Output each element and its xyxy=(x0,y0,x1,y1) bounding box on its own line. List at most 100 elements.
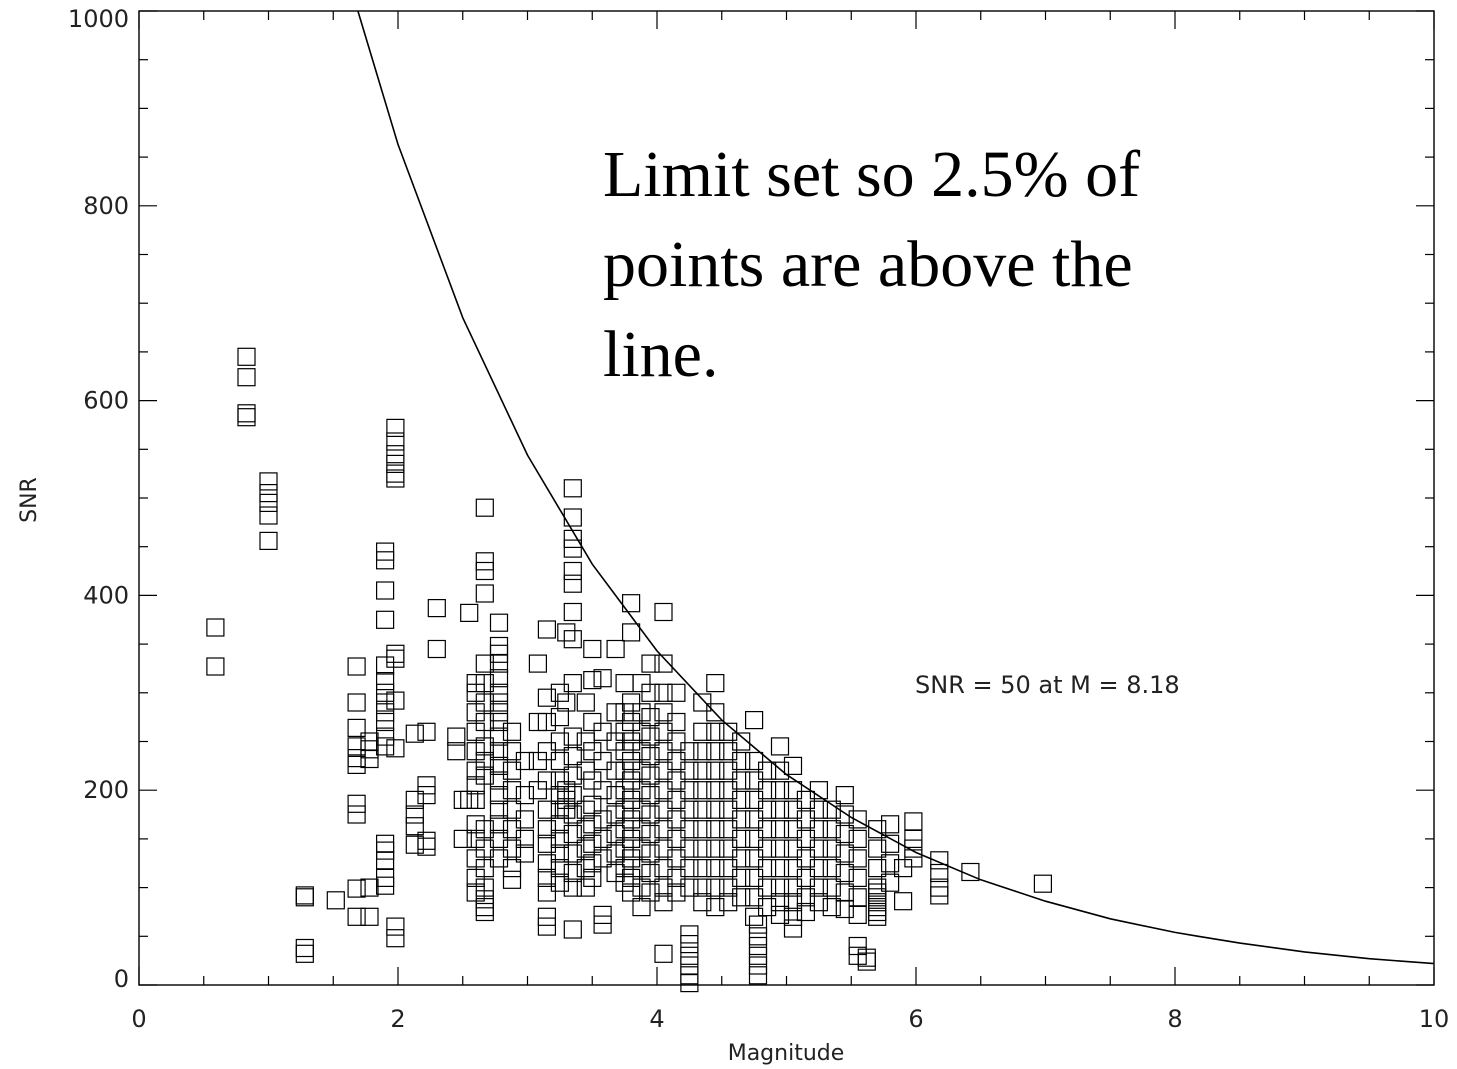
data-point xyxy=(835,899,854,919)
data-point xyxy=(693,820,712,839)
data-point xyxy=(489,636,509,656)
data-point xyxy=(489,654,509,673)
y-tick-label: 0 xyxy=(114,965,129,993)
data-point xyxy=(615,673,634,693)
data-point xyxy=(667,683,686,702)
data-point xyxy=(550,844,570,863)
data-point xyxy=(667,771,686,790)
data-point xyxy=(809,800,829,819)
data-point xyxy=(719,893,738,912)
data-point xyxy=(475,673,494,693)
data-point xyxy=(386,917,405,936)
data-point xyxy=(719,781,738,800)
data-point xyxy=(475,858,494,878)
data-point xyxy=(489,712,509,732)
data-point xyxy=(550,815,570,834)
data-point xyxy=(475,751,494,771)
x-tick-label: 4 xyxy=(649,1005,664,1033)
data-point xyxy=(347,657,366,676)
data-point xyxy=(822,878,841,897)
data-point xyxy=(563,824,582,844)
data-point xyxy=(770,878,790,897)
data-point xyxy=(693,693,712,712)
data-point xyxy=(880,873,900,892)
data-point xyxy=(417,837,436,856)
data-point xyxy=(427,639,446,659)
data-point xyxy=(770,800,790,819)
data-point xyxy=(706,703,725,722)
data-point xyxy=(848,868,867,888)
data-point xyxy=(537,620,557,639)
data-point xyxy=(537,917,557,936)
data-point xyxy=(783,893,803,912)
data-point xyxy=(593,781,612,800)
data-point xyxy=(528,654,548,673)
data-point xyxy=(593,849,612,868)
data-point xyxy=(732,732,751,751)
data-point xyxy=(563,878,582,897)
data-point xyxy=(693,878,712,897)
y-tick-label: 600 xyxy=(83,387,129,415)
data-point xyxy=(732,888,751,907)
data-point xyxy=(405,805,424,824)
data-point xyxy=(405,790,424,810)
data-point xyxy=(680,878,699,897)
data-points xyxy=(206,347,1053,993)
data-point xyxy=(593,915,612,934)
data-point xyxy=(748,966,768,985)
data-point xyxy=(770,737,790,756)
data-point xyxy=(502,742,522,761)
data-point xyxy=(770,781,790,800)
data-point xyxy=(206,618,225,637)
data-point xyxy=(809,820,829,839)
data-point xyxy=(583,854,602,873)
data-point xyxy=(796,829,816,849)
data-point xyxy=(641,746,660,766)
data-point xyxy=(783,800,803,819)
data-point xyxy=(550,873,570,892)
data-point xyxy=(783,839,803,858)
data-point xyxy=(237,347,256,366)
data-point xyxy=(680,973,699,993)
data-point xyxy=(868,858,887,878)
data-point xyxy=(537,800,557,819)
data-point xyxy=(757,858,777,878)
data-point xyxy=(848,888,867,907)
data-point xyxy=(489,800,509,819)
data-point xyxy=(641,785,660,805)
data-point xyxy=(654,683,673,702)
data-point xyxy=(537,688,557,707)
data-point xyxy=(796,849,816,868)
data-point xyxy=(641,727,660,746)
data-point xyxy=(880,854,900,873)
data-point xyxy=(360,749,379,769)
data-point xyxy=(537,771,557,790)
data-point xyxy=(583,639,602,659)
data-point xyxy=(744,771,764,790)
data-point xyxy=(835,844,854,863)
data-point xyxy=(563,561,582,581)
data-point xyxy=(621,868,641,888)
data-point xyxy=(259,493,278,512)
data-point xyxy=(475,737,494,756)
data-point xyxy=(376,712,395,732)
data-point xyxy=(347,879,366,898)
data-point xyxy=(654,722,673,741)
data-point xyxy=(259,506,278,525)
data-point xyxy=(563,766,582,785)
data-point xyxy=(376,610,395,629)
data-point xyxy=(563,508,582,527)
data-point xyxy=(502,858,522,878)
data-point xyxy=(376,581,395,600)
data-point xyxy=(550,732,570,751)
y-axis-title: SNR xyxy=(17,477,42,523)
data-point xyxy=(489,683,509,702)
data-point xyxy=(667,868,686,888)
data-point xyxy=(621,623,641,642)
data-point xyxy=(489,693,509,712)
data-point xyxy=(576,761,595,780)
data-point xyxy=(475,878,494,897)
data-point xyxy=(904,812,923,831)
data-point xyxy=(621,751,641,771)
data-point xyxy=(822,897,841,917)
